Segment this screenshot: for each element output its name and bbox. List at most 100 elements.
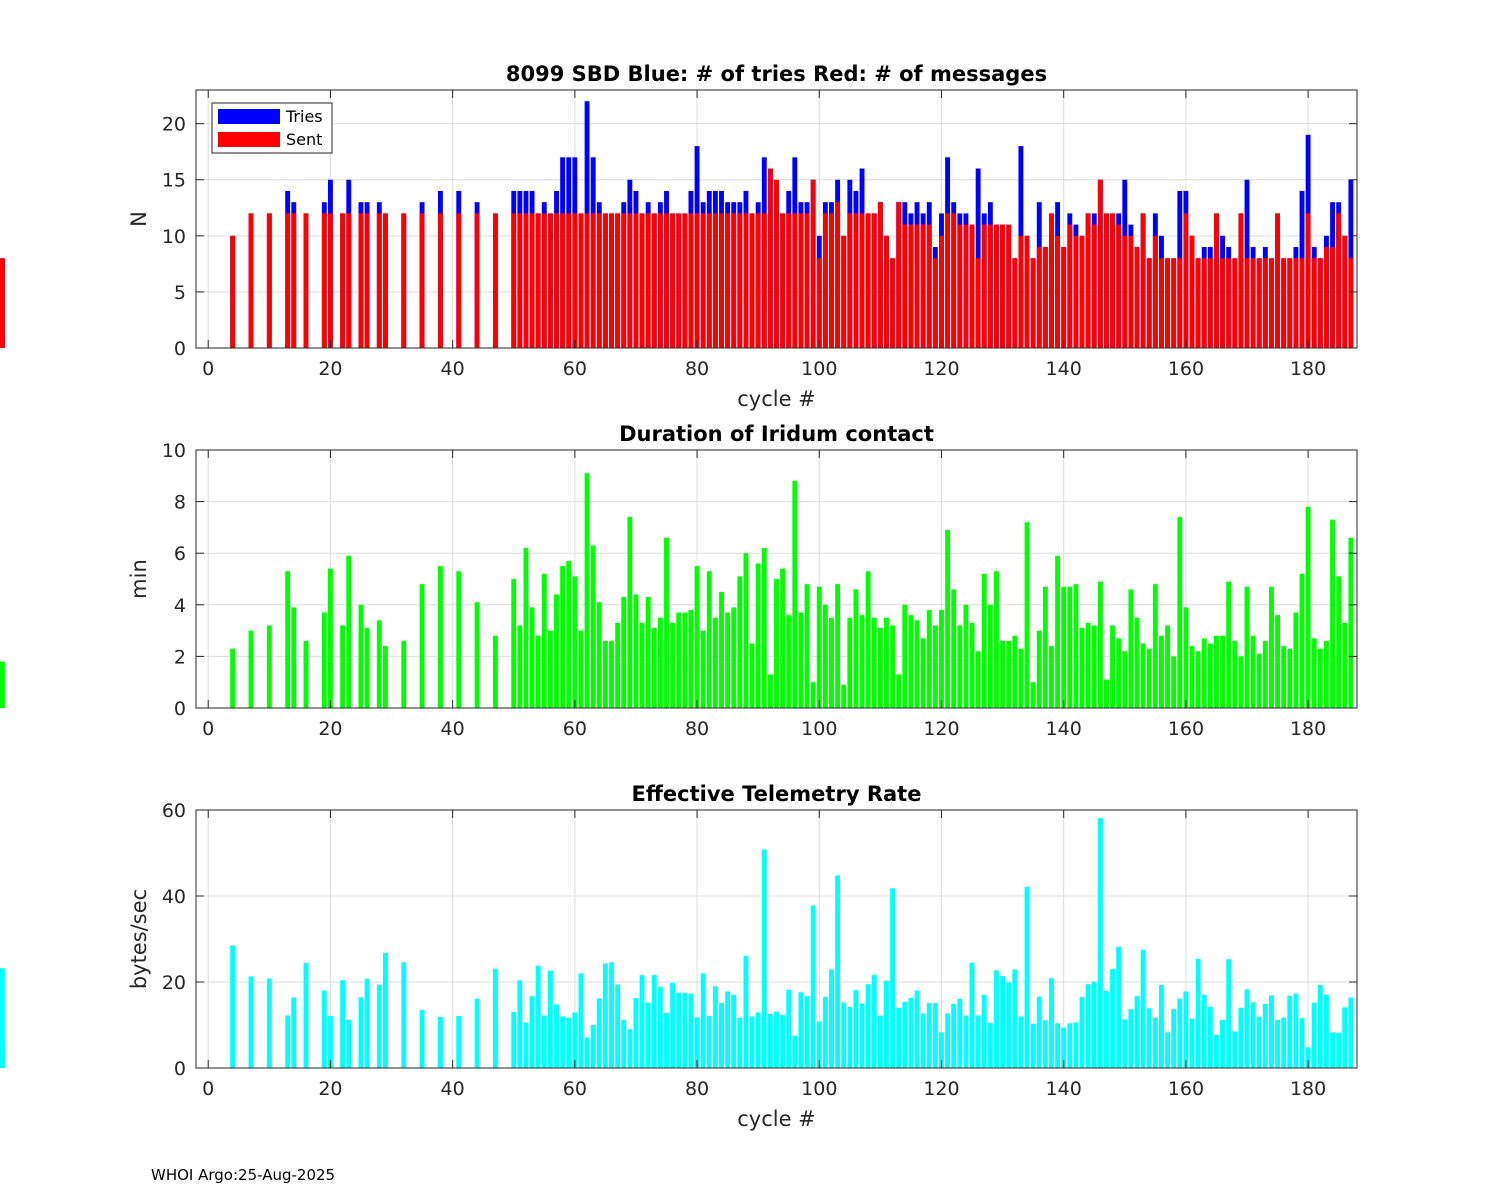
x-tick-label: 20 xyxy=(318,718,342,740)
legend-label-tries: Tries xyxy=(285,107,323,126)
bar-sent-cycle-144 xyxy=(1085,213,1091,348)
bar-sent-cycle-53 xyxy=(529,213,535,348)
bar-cycle-79 xyxy=(688,609,694,708)
bar-sent-cycle-118 xyxy=(926,224,932,348)
bar-cycle-134 xyxy=(1024,886,1030,1068)
bar-cycle-26 xyxy=(364,978,370,1068)
bar-cycle-157 xyxy=(1165,625,1171,708)
bar-sent-cycle-162 xyxy=(1195,258,1201,348)
bar-cycle-76 xyxy=(670,622,676,708)
bar-sent-cycle-22 xyxy=(340,213,346,348)
bar-cycle-82 xyxy=(706,571,712,708)
bar-sent-cycle-111 xyxy=(884,235,889,348)
bar-cycle-129 xyxy=(994,571,999,708)
bar-sent-cycle-135 xyxy=(1030,258,1036,348)
bar-cycle-98 xyxy=(804,584,810,708)
bar-sent-cycle-101 xyxy=(822,213,828,348)
bar-cycle-72 xyxy=(645,1002,651,1068)
bar-cycle-62 xyxy=(584,1037,590,1068)
bar-cycle-25 xyxy=(358,604,364,708)
bar-cycle-91 xyxy=(761,849,767,1068)
x-axis-label: cycle # xyxy=(737,1107,816,1131)
bar-sent-cycle-130 xyxy=(1000,224,1006,348)
bar-cycle-124 xyxy=(963,1015,969,1068)
telemetry-rate-chart: 0 20 40 60 80 100 120 140 160 180 0 20 40 60 Effective… xyxy=(0,782,1358,1131)
bar-cycle-179 xyxy=(1299,573,1305,708)
bar-cycle-157 xyxy=(1165,1032,1171,1068)
bar-cycle-53 xyxy=(529,607,535,708)
bar-cycle-109 xyxy=(871,975,877,1068)
bar-cycle-7 xyxy=(248,976,254,1068)
bar-sent-cycle-47 xyxy=(492,213,498,348)
bar-cycle-20 xyxy=(327,568,333,708)
bar-sent-cycle-153 xyxy=(1140,213,1146,348)
bar-cycle-150 xyxy=(1122,1019,1128,1068)
bar-cycle-120 xyxy=(939,1032,944,1068)
y-tick-label: 40 xyxy=(162,886,186,908)
bar-cycle-71 xyxy=(639,622,645,708)
bar-cycle-52 xyxy=(523,548,529,708)
bar-cycle-92 xyxy=(767,674,773,708)
bar-sent-cycle-14 xyxy=(291,213,297,348)
bar-cycle-109 xyxy=(871,617,877,708)
bar-cycle-50 xyxy=(511,579,517,708)
legend: Tries Sent xyxy=(211,102,333,154)
bar-cycle-139 xyxy=(1055,555,1061,708)
bar-sent-cycle-19 xyxy=(321,213,327,348)
bar-cycle-151 xyxy=(1128,589,1134,708)
bar-cycle-119 xyxy=(932,1003,938,1068)
bar-cycle-62 xyxy=(584,473,590,708)
bar-sent-cycle-140 xyxy=(1061,247,1067,348)
x-tick-label: 40 xyxy=(441,1078,465,1100)
bar-cycle-41 xyxy=(456,571,462,708)
bar-sent-cycle-143 xyxy=(1079,235,1085,348)
bar-cycle-133 xyxy=(1018,648,1024,708)
x-tick-label: 20 xyxy=(318,358,342,380)
x-tick-label: 180 xyxy=(1290,358,1326,380)
bar-sent-cycle-25 xyxy=(358,213,364,348)
axes-box xyxy=(195,449,1358,709)
bar-sent-cycle-173 xyxy=(1262,258,1268,348)
bar-sent-cycle-41 xyxy=(456,213,462,348)
bar-cycle-96 xyxy=(792,1035,798,1068)
bar-cycle-22 xyxy=(340,980,346,1068)
x-tick-label: 0 xyxy=(202,1078,214,1100)
bar-cycle-68 xyxy=(621,597,627,708)
bar-sent-cycle-74 xyxy=(657,213,663,348)
bar-cycle-83 xyxy=(712,617,718,708)
bar-sent-cycle-60 xyxy=(572,213,578,348)
bar-cycle-104 xyxy=(841,1002,847,1068)
bar-sent-cycle-73 xyxy=(651,213,657,348)
bars xyxy=(0,473,1354,708)
bar-sent-cycle-123 xyxy=(957,224,963,348)
x-tick-label: 120 xyxy=(923,358,959,380)
bar-sent-cycle-13 xyxy=(285,213,291,348)
x-tick-label: 100 xyxy=(801,1078,837,1100)
bar-sent-cycle-133 xyxy=(1018,235,1024,348)
bar-cycle-115 xyxy=(908,997,914,1068)
bar-cycle-178 xyxy=(1293,993,1299,1068)
bar-sent-cycle-44 xyxy=(474,213,480,348)
bar-cycle-22 xyxy=(340,625,346,708)
bar-cycle-165 xyxy=(1214,635,1219,708)
bar-cycle-78 xyxy=(682,612,688,708)
footer-credit: WHOI Argo:25-Aug-2025 xyxy=(151,1166,336,1184)
bar-cycle-137 xyxy=(1042,1020,1048,1068)
bar-cycle-167 xyxy=(1226,581,1232,708)
x-tick-label: 80 xyxy=(685,718,709,740)
axes-box xyxy=(195,809,1358,1069)
bar-cycle-86 xyxy=(731,607,737,708)
bar-cycle-89 xyxy=(749,643,755,708)
bar-cycle-81 xyxy=(700,630,706,708)
legend-label-sent: Sent xyxy=(286,130,322,149)
bar-sent-cycle-149 xyxy=(1116,224,1122,348)
bar-cycle-178 xyxy=(1293,612,1299,708)
bar-cycle-111 xyxy=(884,617,889,708)
bar-cycle-170 xyxy=(1244,586,1250,708)
bar-sent-cycle-170 xyxy=(1244,258,1250,348)
bar-sent-cycle-38 xyxy=(437,213,443,348)
y-tick-label: 0 xyxy=(174,1058,186,1080)
bar-cycle-148 xyxy=(1110,969,1116,1068)
bar-cycle-77 xyxy=(676,612,682,708)
bar-sent-cycle-59 xyxy=(566,213,572,348)
